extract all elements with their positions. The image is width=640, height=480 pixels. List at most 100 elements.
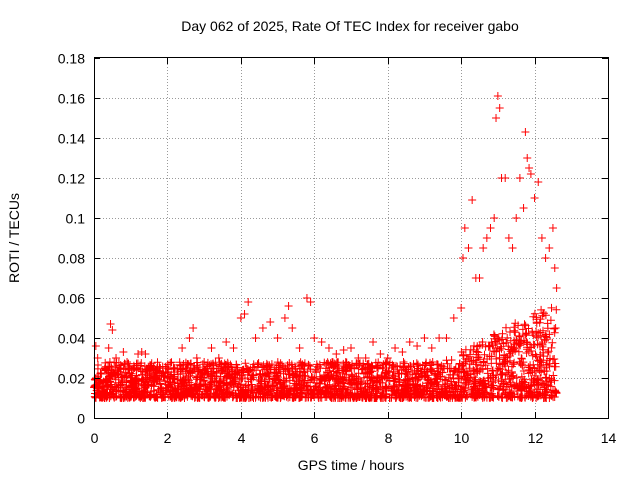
dense-data-cloud — [90, 303, 561, 402]
data-point — [383, 354, 392, 362]
data-point — [91, 342, 100, 350]
data-point — [251, 334, 260, 342]
x-tick-label: 8 — [385, 430, 393, 446]
data-point — [207, 344, 216, 352]
x-tick-label: 4 — [238, 430, 246, 446]
data-point — [495, 104, 504, 112]
data-point — [332, 350, 341, 358]
data-points — [90, 92, 561, 402]
x-tick-label: 14 — [601, 430, 617, 446]
data-point — [106, 320, 115, 328]
data-point — [361, 354, 370, 362]
data-point — [354, 354, 363, 362]
data-point — [552, 284, 561, 292]
data-point — [541, 254, 550, 262]
y-tick-label: 0.06 — [58, 291, 85, 307]
data-point — [435, 334, 444, 342]
x-tick-label: 6 — [311, 430, 319, 446]
data-point — [479, 244, 488, 252]
y-tick-label: 0.02 — [58, 371, 85, 387]
data-point — [240, 310, 249, 318]
data-point — [515, 174, 524, 182]
data-point — [185, 334, 194, 342]
data-point — [266, 318, 275, 326]
y-tick-label: 0.1 — [66, 211, 86, 227]
data-point — [398, 348, 407, 356]
data-point — [339, 346, 348, 354]
data-point — [376, 350, 385, 358]
y-tick-label: 0.14 — [58, 131, 85, 147]
data-point — [112, 354, 121, 362]
data-point — [244, 298, 253, 306]
data-point — [310, 334, 319, 342]
data-point — [521, 128, 530, 136]
data-point — [501, 174, 510, 182]
data-point — [475, 274, 484, 282]
y-tick-label: 0.04 — [58, 331, 85, 347]
data-point — [178, 344, 187, 352]
y-tick-label: 0 — [77, 411, 85, 427]
data-point — [525, 164, 534, 172]
data-point — [457, 304, 466, 312]
x-tick-label: 0 — [91, 430, 99, 446]
data-point — [369, 338, 378, 346]
x-tick-label: 10 — [454, 430, 470, 446]
x-tick-label: 12 — [528, 430, 544, 446]
data-point — [222, 338, 231, 346]
data-point — [526, 170, 535, 178]
data-point — [482, 234, 491, 242]
data-point — [468, 196, 477, 204]
data-point — [258, 324, 267, 332]
data-point — [519, 204, 528, 212]
data-point — [134, 350, 143, 358]
chart-title: Day 062 of 2025, Rate Of TEC Index for r… — [181, 18, 519, 34]
y-tick-label: 0.18 — [58, 51, 85, 67]
grid-lines — [94, 58, 608, 418]
data-point — [137, 348, 146, 356]
data-point — [486, 224, 495, 232]
data-point — [229, 344, 238, 352]
data-point — [550, 264, 559, 272]
data-point — [108, 326, 117, 334]
y-tick-label: 0.08 — [58, 251, 85, 267]
data-point — [512, 214, 521, 222]
data-point — [391, 344, 400, 352]
plot-frame — [94, 57, 609, 419]
data-point — [306, 298, 315, 306]
data-point — [273, 334, 282, 342]
data-point — [302, 294, 311, 302]
dense-marker-path — [90, 303, 561, 402]
data-point — [93, 354, 102, 362]
data-point — [405, 338, 414, 346]
y-tick-label: 0.16 — [58, 91, 85, 107]
x-axis-label: GPS time / hours — [297, 457, 405, 473]
data-point — [458, 254, 467, 262]
data-point — [492, 114, 501, 122]
data-point — [119, 348, 128, 356]
data-point — [317, 338, 326, 346]
data-point — [464, 244, 473, 252]
data-point — [295, 344, 304, 352]
data-point — [537, 234, 546, 242]
data-point — [449, 314, 458, 322]
axis-ticks: 0 2 4 6 8 10 12 14 0 0.02 0.04 0.06 0.08 0.1 0.12 0.14 0… — [58, 51, 617, 447]
data-point — [189, 324, 198, 332]
data-point — [288, 324, 297, 332]
data-point — [490, 214, 499, 222]
data-point — [413, 342, 422, 350]
data-point — [530, 194, 539, 202]
data-point — [534, 178, 543, 186]
data-point — [460, 224, 469, 232]
data-point — [420, 334, 429, 342]
data-point — [104, 344, 113, 352]
data-point — [141, 350, 150, 358]
data-point — [236, 314, 245, 322]
y-tick-label: 0.12 — [58, 171, 85, 187]
data-point — [548, 224, 557, 232]
data-point — [324, 344, 333, 352]
data-point — [284, 302, 293, 310]
data-point — [280, 314, 289, 322]
data-point — [214, 354, 223, 362]
x-tick-label: 2 — [164, 430, 172, 446]
